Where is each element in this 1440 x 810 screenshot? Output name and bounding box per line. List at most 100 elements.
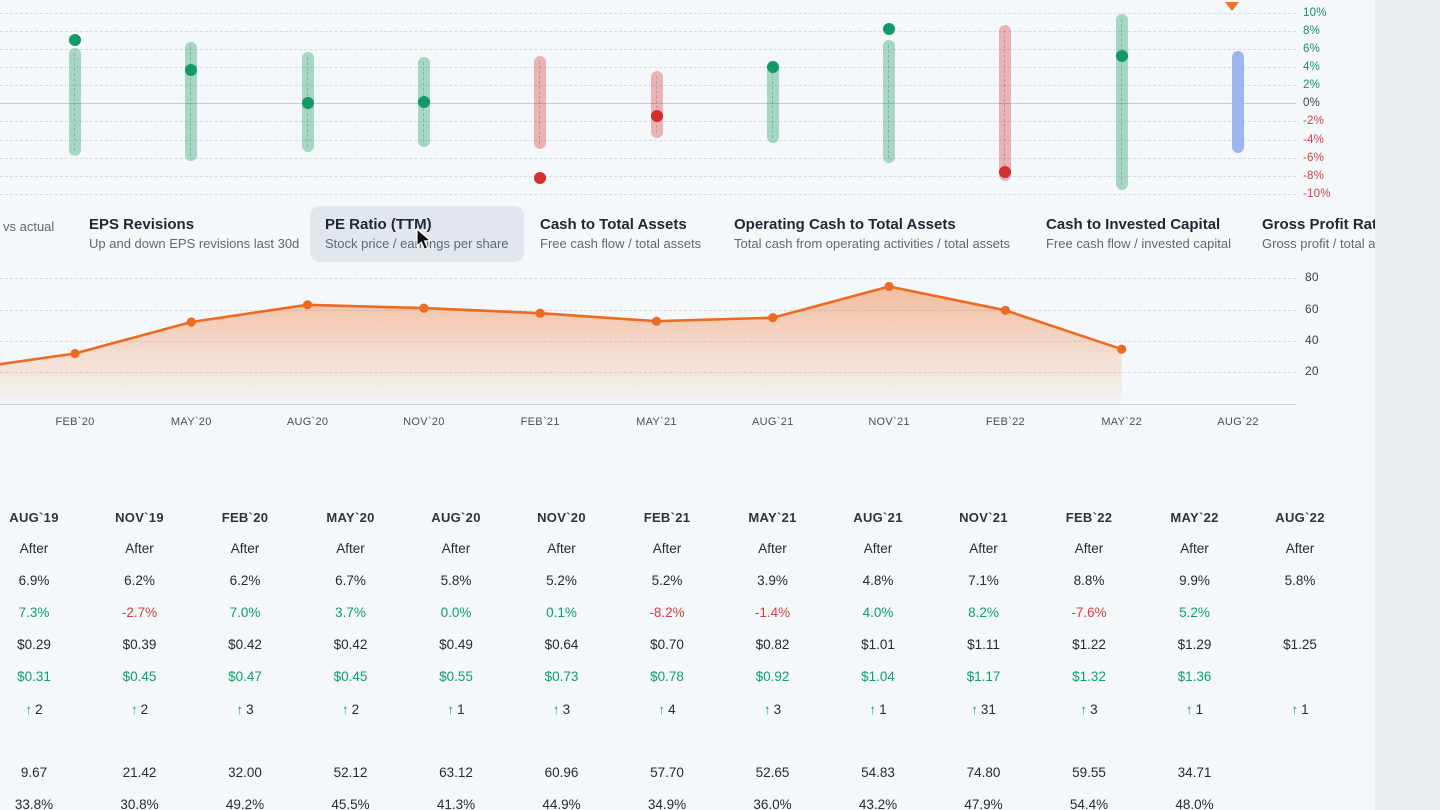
x-axis-tick-label: MAY`22 xyxy=(1101,415,1143,428)
tab-cash-to-total-assets[interactable]: Cash to Total Assets Free cash flow / to… xyxy=(525,206,716,262)
up-arrow-icon: ↑ xyxy=(971,702,978,717)
table-cell-eps-actual: $0.45 xyxy=(333,669,368,684)
x-axis-tick-label: FEB`20 xyxy=(55,415,95,428)
tab-eps-surprise[interactable]: vs actual xyxy=(0,206,69,245)
y-axis-tick-label: 0% xyxy=(1303,97,1321,110)
tab-title: Cash to Total Assets xyxy=(540,216,687,233)
table-cell-eps-estimate: $0.49 xyxy=(439,637,473,652)
gridline xyxy=(0,121,1296,123)
up-arrow-icon: ↑ xyxy=(341,702,349,717)
tab-eps-revisions[interactable]: EPS Revisions Up and down EPS revisions … xyxy=(74,206,314,262)
table-cell-estimate-pct: 3.9% xyxy=(757,573,788,588)
x-axis-tick-label: AUG`22 xyxy=(1217,415,1259,428)
table-cell-report-time: After xyxy=(547,541,576,556)
table-cell-revisions-up: ↑ 1 xyxy=(447,702,465,717)
pe-point[interactable] xyxy=(186,317,196,327)
table-column-header: AUG`19 xyxy=(9,510,59,525)
up-arrow-icon: ↑ xyxy=(25,702,33,717)
table-cell-surprise-pct: -8.2% xyxy=(649,605,685,620)
area-fill xyxy=(0,286,1122,404)
table-cell-report-time: After xyxy=(1285,541,1315,556)
estimate-range-bar xyxy=(650,70,663,138)
x-axis-tick-label: NOV`20 xyxy=(403,415,445,428)
table-cell-gross-profit-ratio: 49.2% xyxy=(225,797,265,810)
y-axis-tick-label: 8% xyxy=(1303,24,1321,37)
table-cell-eps-actual: $0.47 xyxy=(228,669,262,684)
pe-point[interactable] xyxy=(419,303,429,313)
pe-line xyxy=(0,285,1123,366)
table-cell-gross-profit-ratio: 44.9% xyxy=(542,797,581,810)
y-axis-tick-label: -6% xyxy=(1303,151,1325,164)
tab-subtitle: Gross profit / total assets xyxy=(1262,236,1375,251)
pe-point[interactable] xyxy=(651,316,662,326)
pe-point[interactable] xyxy=(70,348,80,359)
pe-point[interactable] xyxy=(303,300,313,310)
table-cell-revisions-up: ↑ 4 xyxy=(658,702,676,717)
table-cell-report-time: After xyxy=(230,541,260,556)
pe-point[interactable] xyxy=(1117,344,1127,354)
estimate-range-bar xyxy=(185,42,198,162)
tab-title: PE Ratio (TTM) xyxy=(325,216,432,233)
table-column-header: AUG`21 xyxy=(853,510,903,525)
pe-ratio-area-chart[interactable]: 80 60 40 20 FEB`20 MAY`20 AUG`20 NOV`20 FEB`21 M… xyxy=(0,250,1375,430)
gridline xyxy=(0,309,1296,311)
actual-dot xyxy=(999,166,1012,179)
mouse-cursor xyxy=(416,228,432,251)
table-cell-estimate-pct: 5.2% xyxy=(651,573,683,588)
gridline xyxy=(0,139,1296,141)
tab-gross-profit-ratio[interactable]: Gross Profit Ratio Gross profit / total … xyxy=(1247,206,1375,262)
table-cell-estimate-pct: 7.1% xyxy=(968,573,999,588)
table-cell-surprise-pct: 7.0% xyxy=(229,605,261,620)
table-cell-revisions-up: ↑ 1 xyxy=(1185,702,1204,717)
table-cell-eps-estimate: $0.82 xyxy=(755,637,790,652)
up-arrow-icon: ↑ xyxy=(763,702,771,717)
actual-dot xyxy=(185,63,198,76)
tab-operating-cash-to-total-assets[interactable]: Operating Cash to Total Assets Total cas… xyxy=(719,206,1025,262)
table-cell-eps-actual: $0.31 xyxy=(17,669,51,684)
y-axis-tick-label: 4% xyxy=(1303,60,1321,73)
table-cell-surprise-pct: -7.6% xyxy=(1071,605,1107,620)
estimate-range-bar xyxy=(999,25,1012,182)
table-column-header: MAY`22 xyxy=(1170,510,1219,525)
table-cell-eps-estimate: $0.29 xyxy=(17,637,51,652)
table-cell-pe-ratio: 32.00 xyxy=(228,765,262,780)
table-cell-eps-estimate: $0.42 xyxy=(228,637,262,652)
table-cell-report-time: After xyxy=(336,541,365,556)
table-cell-pe-ratio: 9.67 xyxy=(20,765,48,780)
y-axis-tick-label: -4% xyxy=(1303,133,1325,146)
up-arrow-icon: ↑ xyxy=(236,702,244,717)
range-stem xyxy=(771,66,773,139)
table-cell-pe-ratio: 57.70 xyxy=(650,765,684,780)
tab-title: Gross Profit Ratio xyxy=(1262,216,1375,233)
table-cell-gross-profit-ratio: 30.8% xyxy=(120,797,159,810)
table-cell-pe-ratio: 52.12 xyxy=(333,765,368,780)
estimate-range-bar xyxy=(766,61,779,144)
range-stem xyxy=(539,61,541,144)
pe-point[interactable] xyxy=(1000,305,1011,315)
table-cell-revisions-up: ↑ 31 xyxy=(971,702,996,717)
tab-cash-to-invested-capital[interactable]: Cash to Invested Capital Free cash flow … xyxy=(1031,206,1246,262)
quarterly-metrics-table: AUG`19 NOV`19 FEB`20 MAY`20 AUG`20 NOV`20 FEB`… xyxy=(0,495,1375,810)
table-cell-report-time: After xyxy=(652,541,682,556)
actual-dot xyxy=(69,33,81,46)
y-axis-tick-label: 40 xyxy=(1305,332,1319,347)
eps-surprise-range-chart[interactable]: 10% 8% 6% 4% 2% 0% -2% -4% -6% -8% -10% xyxy=(0,0,1375,205)
table-cell-revisions-up: ↑ 1 xyxy=(869,702,887,717)
pe-point[interactable] xyxy=(535,308,545,318)
table-cell-gross-profit-ratio: 41.3% xyxy=(436,797,476,810)
pe-point[interactable] xyxy=(768,313,778,323)
x-axis-tick-label: NOV`21 xyxy=(868,415,910,428)
table-cell-gross-profit-ratio: 54.4% xyxy=(1069,797,1109,810)
table-cell-eps-estimate: $1.01 xyxy=(861,637,895,652)
tab-subtitle: Up and down EPS revisions last 30d xyxy=(89,236,300,251)
table-cell-report-time: After xyxy=(441,541,471,556)
pe-point[interactable] xyxy=(884,281,894,292)
range-stem xyxy=(888,44,890,159)
table-cell-pe-ratio: 59.55 xyxy=(1072,765,1106,780)
tab-subtitle: Free cash flow / invested capital xyxy=(1046,236,1231,251)
y-axis-tick-label: -2% xyxy=(1303,115,1325,128)
upcoming-report-marker-icon xyxy=(1225,2,1239,11)
estimate-range-bar xyxy=(883,39,896,164)
up-arrow-icon: ↑ xyxy=(130,702,138,717)
x-axis-tick-label: AUG`21 xyxy=(752,415,794,428)
